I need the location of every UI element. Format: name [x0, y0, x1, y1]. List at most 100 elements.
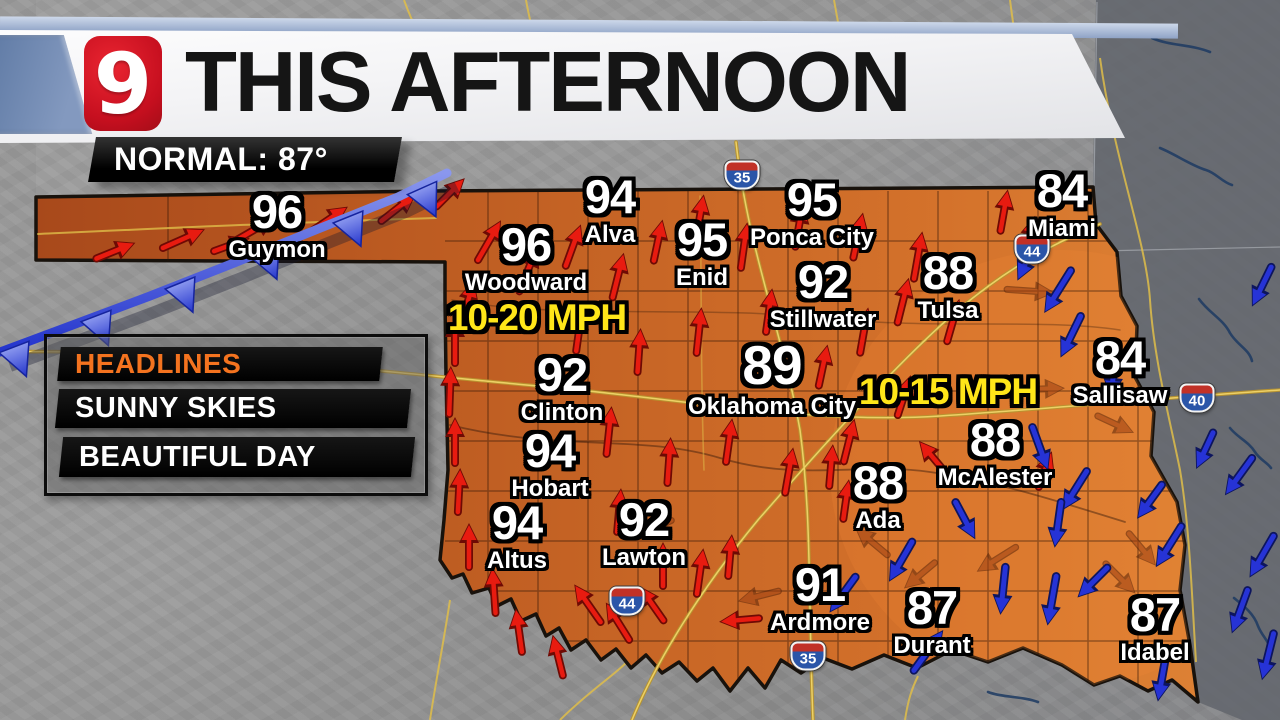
red-wind-arrow — [690, 548, 711, 598]
station-temperature: 84 — [1036, 164, 1088, 217]
blue-wind-arrow — [909, 629, 944, 675]
station-name: Alva — [584, 221, 636, 248]
station-name: Guymon — [228, 236, 326, 263]
station-name: Ardmore — [769, 609, 871, 636]
station-name: Durant — [893, 632, 971, 659]
blue-wind-arrow — [951, 498, 976, 540]
interstate-44-shield: 44 — [609, 586, 645, 616]
blue-wind-arrow — [1028, 423, 1051, 471]
red-wind-arrow — [836, 479, 857, 523]
red-wind-arrow — [648, 219, 669, 265]
station-name: Miami — [1027, 215, 1097, 242]
red-wind-arrow — [854, 307, 875, 357]
station-temperature: 88 — [852, 456, 904, 509]
faded-wind-arrow — [1003, 281, 1055, 302]
oklahoma-state-shape — [34, 185, 1200, 704]
blue-wind-arrow — [1041, 572, 1061, 626]
faded-wind-arrow — [1125, 530, 1157, 566]
station-name: Altus — [487, 547, 547, 574]
faded-wind-arrow — [1094, 412, 1135, 434]
station-temperature: 84 — [1094, 331, 1146, 384]
station-temperature: 94 — [524, 424, 576, 477]
red-wind-arrow — [459, 523, 479, 571]
station-name: Ponca City — [749, 224, 875, 251]
red-wind-arrow — [449, 468, 470, 516]
red-wind-arrow — [569, 309, 590, 355]
blue-wind-arrow — [1155, 522, 1186, 568]
red-wind-arrow — [547, 634, 568, 680]
red-wind-arrow — [653, 542, 673, 590]
wind-speed-label-east: 10-15 MPH — [858, 371, 1038, 412]
red-wind-arrow — [821, 444, 842, 490]
station-ponca-city: 95 Ponca City — [749, 173, 875, 251]
station-temperature: 89 — [742, 334, 802, 396]
station-temperature: 94 — [491, 496, 543, 549]
red-wind-arrow — [445, 317, 465, 367]
station-temperature: 96 — [251, 185, 303, 238]
station-temperature: 96 — [500, 218, 552, 271]
red-wind-arrow — [943, 298, 964, 346]
headline-item: BEAUTIFUL DAY — [58, 437, 416, 477]
station-temperature: 95 — [786, 173, 838, 226]
red-wind-arrow — [689, 307, 710, 357]
station-name: McAlester — [937, 464, 1053, 491]
region-arkansas-missouri — [1093, 0, 1280, 720]
station-guymon: 96 Guymon — [228, 185, 326, 263]
blue-wind-arrow — [1195, 428, 1218, 470]
red-wind-arrow — [893, 277, 914, 327]
red-wind-arrow — [92, 240, 136, 263]
station-oklahoma-city: 89 Oklahoma City — [687, 334, 857, 421]
wind-arrows-layer — [92, 178, 1278, 702]
blue-wind-arrow — [1251, 262, 1276, 307]
headlines-title-bar: HEADLINES — [57, 347, 383, 381]
blue-wind-arrow — [992, 562, 1013, 615]
station-temperature: 88 — [969, 413, 1021, 466]
interstate-40-shield: 40 — [1179, 383, 1215, 413]
station-name: Enid — [676, 264, 728, 291]
blue-wind-arrow — [1151, 652, 1172, 702]
station-altus: 94 Altus — [487, 496, 547, 574]
blue-wind-arrow — [1047, 497, 1068, 548]
blue-wind-arrow — [1062, 467, 1091, 511]
red-wind-arrow — [690, 194, 711, 240]
station-stillwater: 92 Stillwater — [770, 255, 877, 333]
interstate-35-shield: 35 — [724, 160, 760, 190]
red-wind-arrow — [608, 252, 629, 302]
station-name: Sallisaw — [1072, 382, 1168, 409]
headline-text: BEAUTIFUL DAY — [79, 440, 316, 473]
station-sallisaw: 84 Sallisaw — [1072, 331, 1168, 409]
red-wind-arrow — [918, 440, 954, 482]
station-temperature: 92 — [797, 255, 849, 308]
faded-wind-arrow — [903, 559, 939, 589]
blue-wind-arrow — [829, 572, 860, 613]
station-miami: 84 Miami — [1027, 164, 1097, 242]
station-tulsa: 88 Tulsa — [918, 249, 979, 324]
wind-speed-label-west: 10-20 MPH — [447, 297, 627, 338]
blue-wind-arrow — [1249, 531, 1278, 578]
red-wind-arrow — [377, 193, 417, 225]
faded-wind-arrow — [737, 586, 782, 607]
station-temperature: 87 — [906, 581, 958, 634]
red-wind-arrow — [719, 610, 763, 631]
red-wind-arrow — [458, 279, 479, 325]
station-durant: 87 Durant — [893, 581, 971, 659]
blue-wind-arrow — [1044, 266, 1075, 314]
station-temperature: 94 — [584, 170, 636, 223]
faded-wind-arrow — [976, 543, 1020, 572]
station-alva: 94 Alva — [584, 170, 636, 248]
red-wind-arrow — [574, 584, 605, 627]
red-wind-arrow — [605, 602, 634, 644]
station-name: Hobart — [511, 475, 589, 502]
faded-wind-arrow — [636, 516, 675, 538]
station-hobart: 94 Hobart — [511, 424, 589, 502]
blue-wind-arrow — [1060, 311, 1085, 358]
headlines-title: HEADLINES — [75, 348, 242, 379]
blue-wind-arrow — [1137, 480, 1167, 519]
red-wind-arrow — [659, 437, 680, 487]
blue-wind-arrow — [889, 537, 917, 582]
station-temperature: 95 — [676, 213, 728, 266]
station-name: Clinton — [520, 399, 604, 426]
red-wind-arrow — [909, 231, 929, 283]
station-name: Oklahoma City — [687, 393, 857, 420]
